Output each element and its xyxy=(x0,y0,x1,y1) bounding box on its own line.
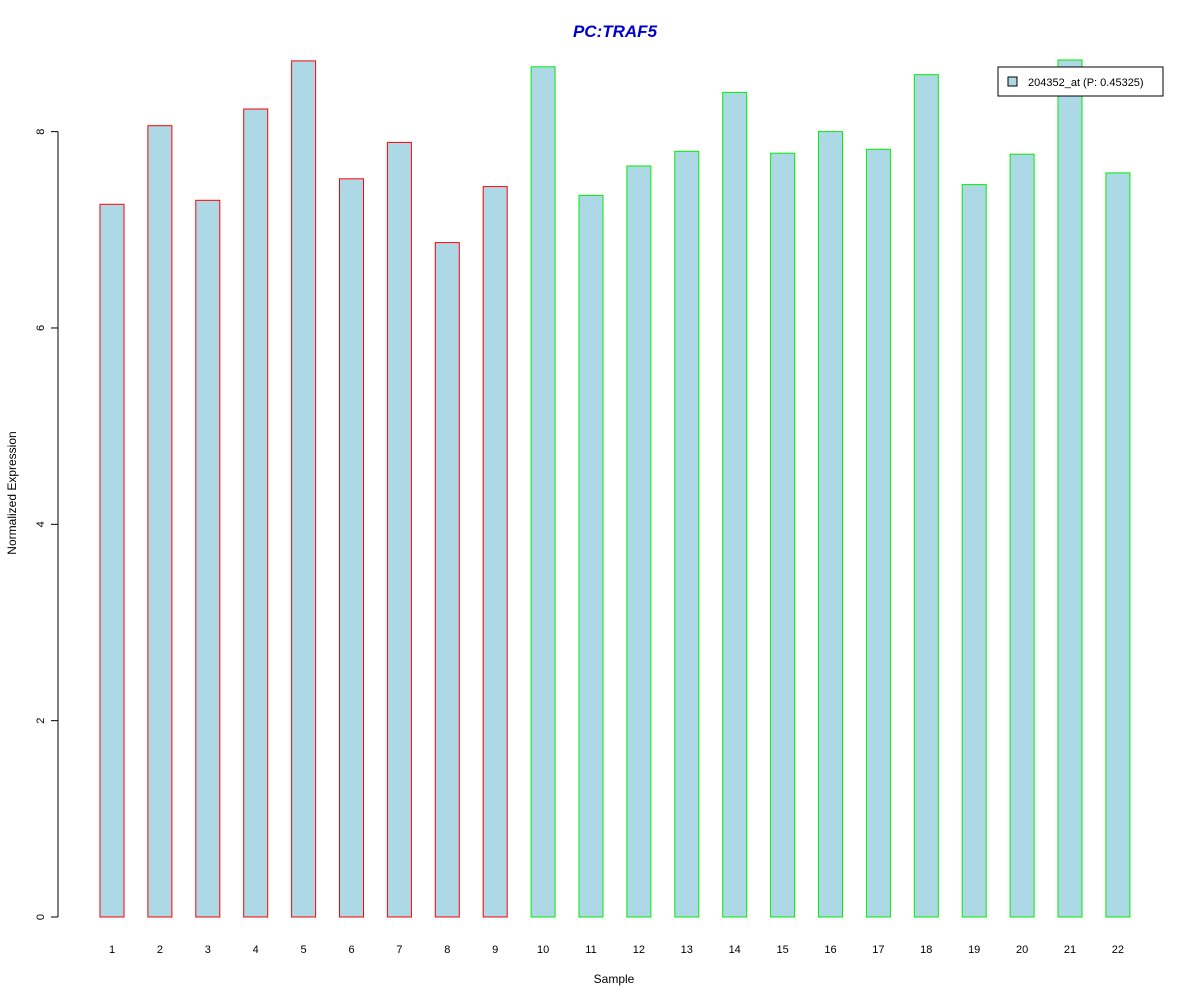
legend: 204352_at (P: 0.45325) xyxy=(997,66,1164,97)
bar-19 xyxy=(961,184,987,918)
x-tick-label: 10 xyxy=(537,944,549,956)
x-tick-label: 3 xyxy=(205,944,211,956)
x-tick-label: 18 xyxy=(920,944,932,956)
x-tick-label: 19 xyxy=(968,944,980,956)
chart-title: PC:TRAF5 xyxy=(573,22,658,41)
x-tick-label: 4 xyxy=(253,944,259,956)
x-tick-labels: 1 2 3 4 5 6 7 8 9 10 11 12 13 14 15 16 17 18 19 20 21 22 xyxy=(109,944,1124,956)
x-tick-label: 15 xyxy=(776,944,788,956)
bar-20 xyxy=(1009,153,1035,918)
legend-box xyxy=(997,66,1164,97)
y-axis-label: Normalized Expression xyxy=(5,431,19,554)
bar-2 xyxy=(147,125,173,918)
x-tick-label: 1 xyxy=(109,944,115,956)
bar-5 xyxy=(291,60,317,918)
legend-swatch xyxy=(1007,76,1018,87)
y-axis: 0 2 4 6 8 xyxy=(35,129,59,920)
x-tick-label: 7 xyxy=(396,944,402,956)
x-tick-label: 11 xyxy=(585,944,596,956)
bar-8 xyxy=(434,242,460,918)
x-tick-label: 17 xyxy=(872,944,884,956)
bar-1 xyxy=(99,203,125,918)
x-tick-label: 2 xyxy=(157,944,163,956)
x-tick-label: 14 xyxy=(729,944,741,956)
bar-4 xyxy=(243,108,269,918)
bar-6 xyxy=(339,178,364,918)
x-tick-label: 9 xyxy=(492,944,498,956)
y-tick-label: 6 xyxy=(35,325,47,331)
x-tick-label: 5 xyxy=(301,944,307,956)
y-tick-label: 4 xyxy=(35,521,47,527)
bar-17 xyxy=(865,148,891,918)
y-tick-label: 2 xyxy=(35,718,47,724)
x-tick-label: 16 xyxy=(824,944,836,956)
bar-13 xyxy=(674,150,700,918)
bars-group xyxy=(99,59,1131,918)
bar-15 xyxy=(770,152,796,918)
bar-11 xyxy=(578,194,604,918)
x-tick-label: 22 xyxy=(1112,944,1124,956)
bar-3 xyxy=(195,199,221,918)
legend-entry-label: 204352_at (P: 0.45325) xyxy=(1028,77,1144,89)
x-axis-label: Sample xyxy=(594,972,635,986)
bar-21 xyxy=(1057,59,1083,918)
y-tick-label: 8 xyxy=(35,129,47,135)
x-tick-label: 6 xyxy=(348,944,354,956)
bar-12 xyxy=(626,165,652,918)
bar-9 xyxy=(482,186,508,918)
x-tick-label: 21 xyxy=(1064,944,1076,956)
x-tick-label: 13 xyxy=(681,944,693,956)
bar-10 xyxy=(530,66,556,918)
x-tick-label: 20 xyxy=(1016,944,1028,956)
y-tick-label: 0 xyxy=(35,914,47,920)
bar-18 xyxy=(913,74,939,918)
bar-16 xyxy=(818,131,843,918)
x-tick-label: 8 xyxy=(444,944,450,956)
x-tick-label: 12 xyxy=(633,944,645,956)
bar-22 xyxy=(1105,172,1131,918)
bar-7 xyxy=(386,141,412,918)
bar-14 xyxy=(722,91,748,918)
